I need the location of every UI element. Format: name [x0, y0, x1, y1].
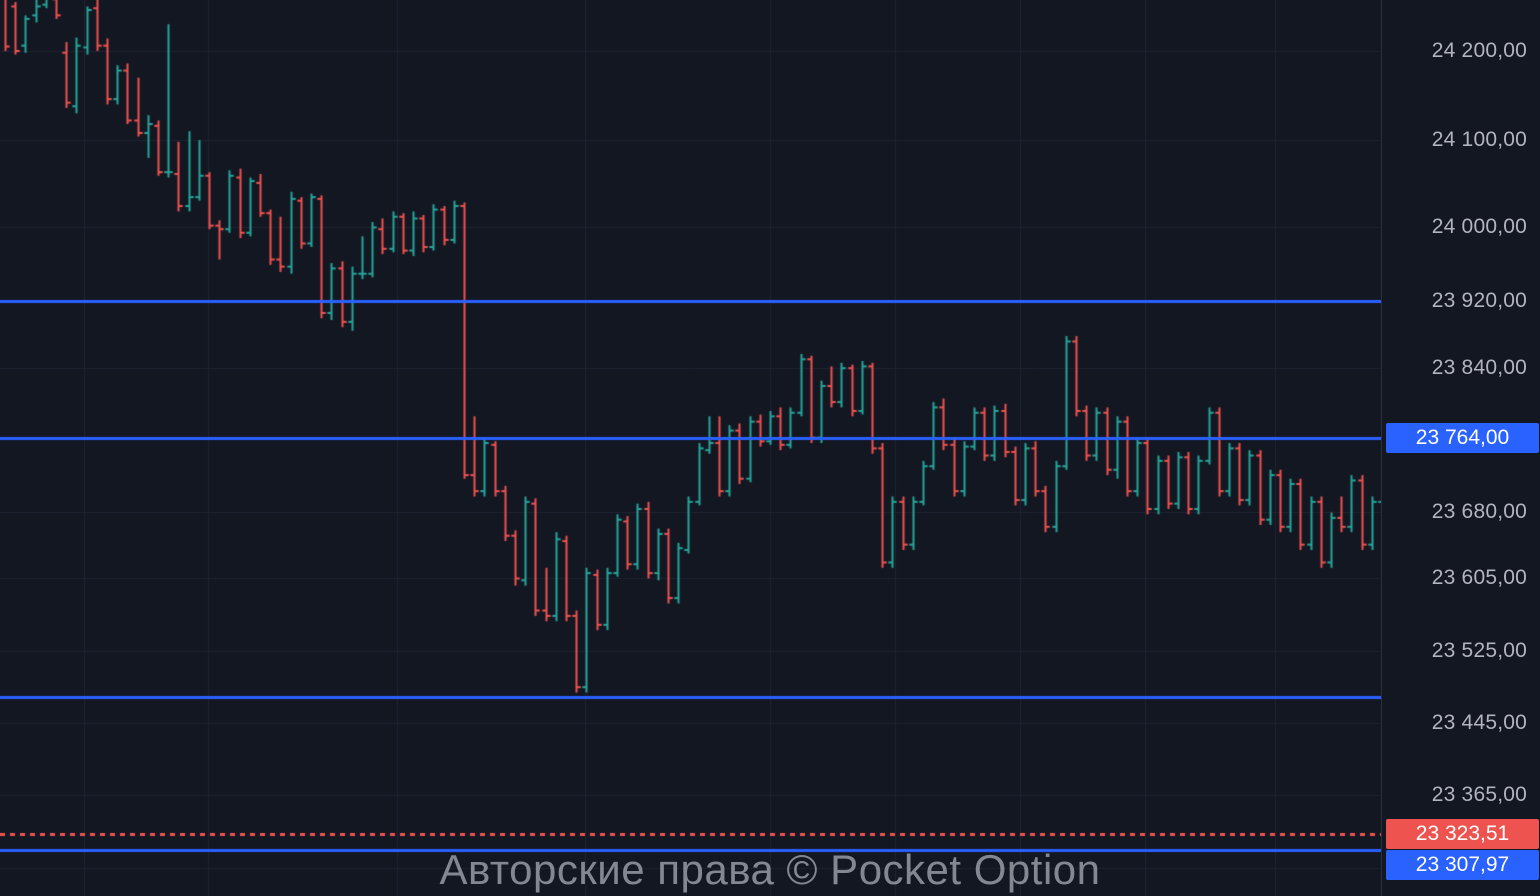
price-axis-label: 23 680,00: [1431, 500, 1527, 523]
price-axis[interactable]: 24 200,00 24 100,00 24 000,00 23 920,00 23 8…: [1381, 0, 1540, 896]
price-badge-last[interactable]: 23 323,51: [1386, 819, 1539, 849]
price-axis-label: 24 200,00: [1431, 39, 1527, 62]
price-axis-label: 24 100,00: [1431, 128, 1527, 151]
horizontal-price-lines[interactable]: [0, 0, 1381, 896]
price-axis-label: 23 445,00: [1431, 711, 1527, 734]
price-axis-label: 23 605,00: [1431, 566, 1527, 589]
chart-plot-area[interactable]: [0, 0, 1381, 896]
price-axis-label: 23 920,00: [1431, 289, 1527, 312]
price-axis-label: 24 000,00: [1431, 215, 1527, 238]
price-axis-label: 23 365,00: [1431, 783, 1527, 806]
price-axis-label: 23 840,00: [1431, 356, 1527, 379]
price-axis-label: 23 525,00: [1431, 639, 1527, 662]
price-badge-level[interactable]: 23 764,00: [1386, 423, 1539, 453]
price-badge-line[interactable]: 23 307,97: [1386, 850, 1539, 880]
